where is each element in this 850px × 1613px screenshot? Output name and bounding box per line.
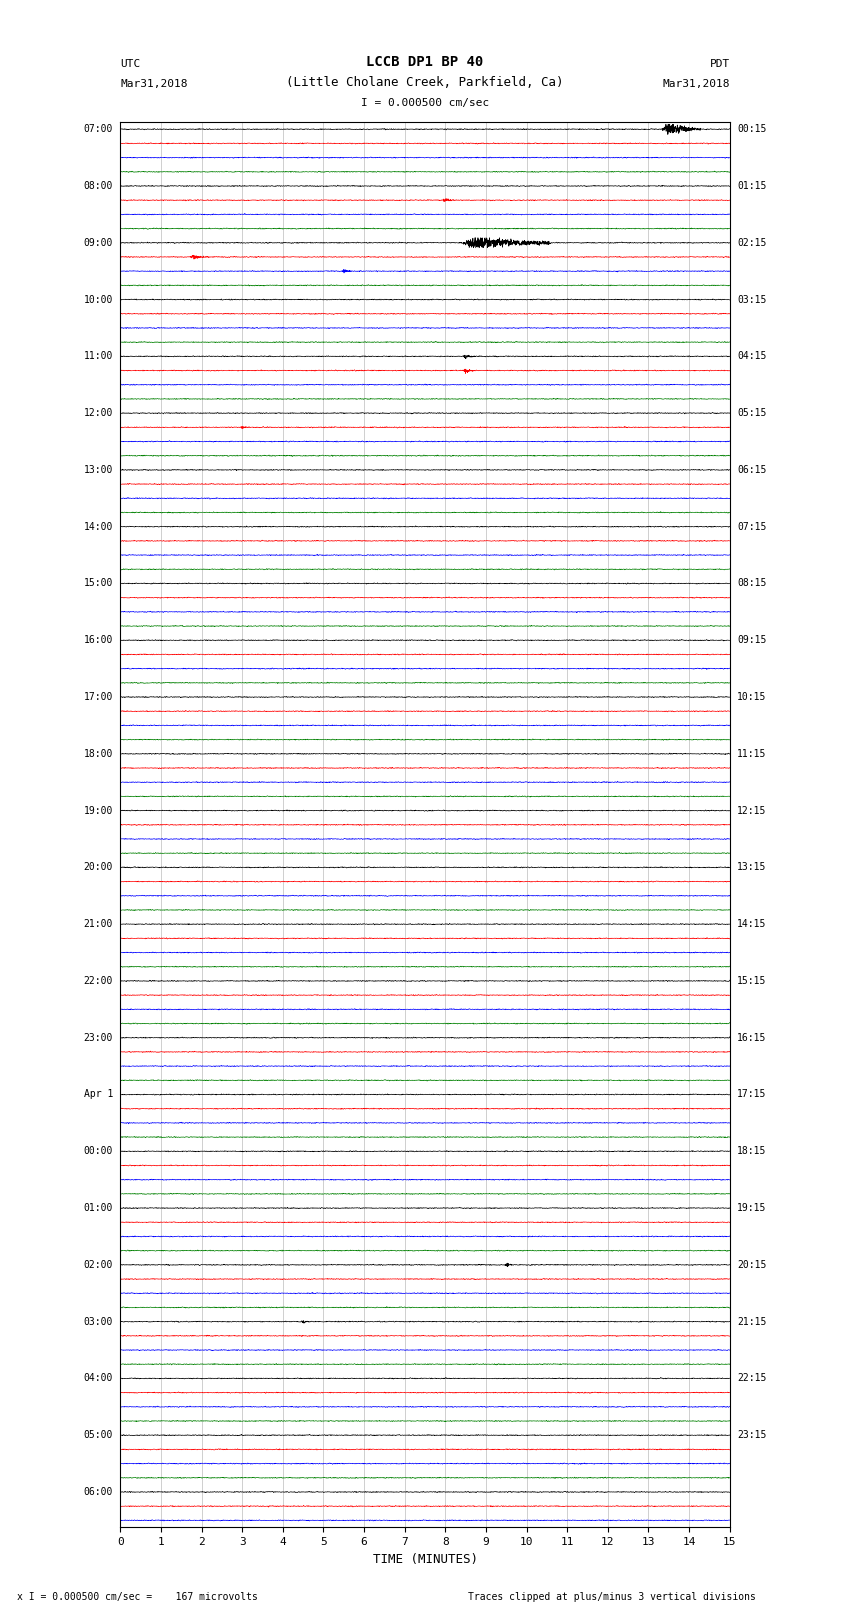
Text: PDT: PDT — [710, 60, 729, 69]
Text: 12:00: 12:00 — [83, 408, 113, 418]
Text: 13:15: 13:15 — [737, 863, 767, 873]
Text: 20:15: 20:15 — [737, 1260, 767, 1269]
Text: 00:15: 00:15 — [737, 124, 767, 134]
Text: 15:15: 15:15 — [737, 976, 767, 986]
Text: 17:15: 17:15 — [737, 1089, 767, 1100]
Text: 23:15: 23:15 — [737, 1431, 767, 1440]
Text: 05:15: 05:15 — [737, 408, 767, 418]
Text: 22:00: 22:00 — [83, 976, 113, 986]
Text: 02:00: 02:00 — [83, 1260, 113, 1269]
Text: 11:00: 11:00 — [83, 352, 113, 361]
Text: 09:00: 09:00 — [83, 237, 113, 248]
Text: 00:00: 00:00 — [83, 1147, 113, 1157]
Text: 07:15: 07:15 — [737, 521, 767, 532]
Text: (Little Cholane Creek, Parkfield, Ca): (Little Cholane Creek, Parkfield, Ca) — [286, 76, 564, 89]
Text: 15:00: 15:00 — [83, 579, 113, 589]
Text: 07:00: 07:00 — [83, 124, 113, 134]
Text: Mar31,2018: Mar31,2018 — [662, 79, 729, 89]
Text: UTC: UTC — [121, 60, 140, 69]
Text: 04:00: 04:00 — [83, 1373, 113, 1384]
Text: LCCB DP1 BP 40: LCCB DP1 BP 40 — [366, 55, 484, 69]
Text: 21:00: 21:00 — [83, 919, 113, 929]
Text: 18:00: 18:00 — [83, 748, 113, 758]
Text: 03:00: 03:00 — [83, 1316, 113, 1326]
Text: 19:15: 19:15 — [737, 1203, 767, 1213]
Text: I = 0.000500 cm/sec: I = 0.000500 cm/sec — [361, 98, 489, 108]
Text: 16:00: 16:00 — [83, 636, 113, 645]
Text: 12:15: 12:15 — [737, 805, 767, 816]
Text: 02:15: 02:15 — [737, 237, 767, 248]
Text: 03:15: 03:15 — [737, 295, 767, 305]
Text: 16:15: 16:15 — [737, 1032, 767, 1042]
Text: Traces clipped at plus/minus 3 vertical divisions: Traces clipped at plus/minus 3 vertical … — [468, 1592, 756, 1602]
Text: 06:15: 06:15 — [737, 465, 767, 474]
Text: 08:00: 08:00 — [83, 181, 113, 190]
Text: 11:15: 11:15 — [737, 748, 767, 758]
Text: 14:15: 14:15 — [737, 919, 767, 929]
X-axis label: TIME (MINUTES): TIME (MINUTES) — [372, 1553, 478, 1566]
Text: 13:00: 13:00 — [83, 465, 113, 474]
Text: 01:15: 01:15 — [737, 181, 767, 190]
Text: x I = 0.000500 cm/sec =    167 microvolts: x I = 0.000500 cm/sec = 167 microvolts — [17, 1592, 258, 1602]
Text: 23:00: 23:00 — [83, 1032, 113, 1042]
Text: 14:00: 14:00 — [83, 521, 113, 532]
Text: Mar31,2018: Mar31,2018 — [121, 79, 188, 89]
Text: 10:00: 10:00 — [83, 295, 113, 305]
Text: 17:00: 17:00 — [83, 692, 113, 702]
Text: 08:15: 08:15 — [737, 579, 767, 589]
Text: Apr 1: Apr 1 — [83, 1089, 113, 1100]
Text: 21:15: 21:15 — [737, 1316, 767, 1326]
Text: 09:15: 09:15 — [737, 636, 767, 645]
Text: 10:15: 10:15 — [737, 692, 767, 702]
Text: 19:00: 19:00 — [83, 805, 113, 816]
Text: 05:00: 05:00 — [83, 1431, 113, 1440]
Text: 04:15: 04:15 — [737, 352, 767, 361]
Text: 06:00: 06:00 — [83, 1487, 113, 1497]
Text: 20:00: 20:00 — [83, 863, 113, 873]
Text: 01:00: 01:00 — [83, 1203, 113, 1213]
Text: 18:15: 18:15 — [737, 1147, 767, 1157]
Text: 22:15: 22:15 — [737, 1373, 767, 1384]
